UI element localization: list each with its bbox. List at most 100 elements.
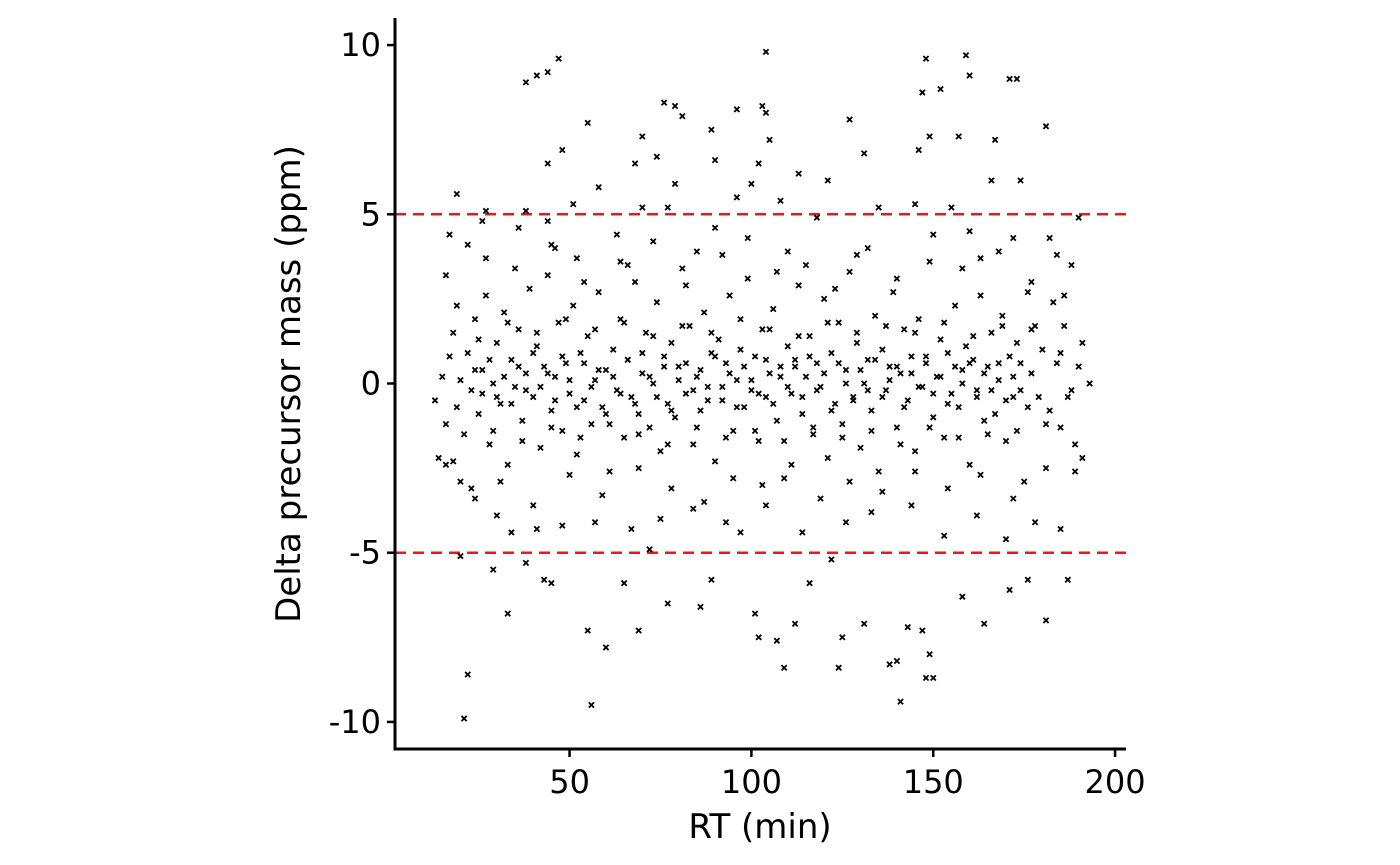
data-points	[431, 48, 1093, 722]
data-point	[475, 336, 482, 343]
data-point	[606, 420, 613, 428]
data-point	[580, 278, 588, 286]
data-point	[970, 332, 977, 340]
data-point	[540, 576, 548, 584]
data-point	[897, 698, 904, 705]
data-point	[544, 271, 551, 279]
data-point	[522, 79, 530, 86]
data-point	[864, 356, 872, 364]
data-point	[1024, 576, 1032, 584]
data-point	[508, 529, 515, 536]
data-point	[551, 373, 559, 380]
data-point	[689, 387, 697, 394]
data-point	[1086, 380, 1093, 387]
data-point	[1024, 288, 1032, 296]
data-point	[533, 72, 541, 79]
data-point	[988, 177, 995, 184]
data-point	[566, 390, 573, 397]
y-tick-label: -10	[329, 703, 381, 741]
data-point	[806, 332, 813, 340]
data-point	[489, 380, 497, 387]
data-point	[1013, 427, 1021, 435]
data-point	[511, 383, 519, 391]
data-point	[806, 579, 813, 587]
data-point	[566, 376, 573, 384]
data-point	[591, 376, 599, 384]
data-point	[460, 715, 468, 722]
data-point	[926, 651, 933, 658]
data-point	[639, 370, 646, 377]
data-point	[726, 370, 733, 377]
data-point	[1064, 393, 1072, 401]
data-point	[744, 234, 752, 242]
data-point	[1010, 373, 1017, 380]
data-point	[551, 397, 559, 404]
data-point	[944, 400, 952, 408]
data-point	[948, 204, 955, 211]
data-point	[937, 85, 944, 93]
data-point	[1079, 454, 1086, 462]
data-point	[926, 133, 933, 140]
data-point	[784, 248, 792, 255]
data-point	[1028, 370, 1035, 377]
data-point	[457, 376, 464, 384]
data-point	[544, 217, 551, 225]
data-point	[740, 403, 748, 411]
data-point	[653, 153, 661, 160]
data-point	[1024, 403, 1032, 411]
data-point	[631, 160, 639, 167]
data-point	[515, 326, 522, 333]
data-point	[559, 522, 566, 529]
data-point	[759, 481, 766, 489]
data-point	[875, 204, 882, 211]
data-point	[809, 424, 817, 431]
data-point	[595, 183, 602, 191]
data-point	[795, 282, 802, 289]
data-point	[864, 244, 872, 252]
data-point	[599, 403, 606, 411]
data-point	[733, 403, 741, 411]
data-point	[915, 146, 922, 154]
data-point	[977, 292, 984, 299]
data-point	[548, 407, 555, 414]
data-point	[468, 387, 475, 394]
data-point	[668, 485, 675, 492]
data-point	[591, 519, 599, 526]
data-point	[1039, 346, 1046, 353]
data-point	[719, 397, 726, 404]
data-point	[475, 410, 482, 418]
data-point	[482, 255, 490, 262]
data-point	[959, 380, 966, 387]
data-point	[508, 356, 515, 364]
data-point	[722, 519, 730, 526]
data-point	[464, 349, 471, 357]
data-point	[609, 346, 617, 353]
data-point	[580, 359, 588, 367]
data-point	[966, 227, 973, 235]
data-point	[890, 288, 897, 296]
data-point	[1006, 353, 1013, 360]
data-point	[966, 359, 973, 367]
data-point	[824, 319, 832, 326]
data-point	[1002, 397, 1010, 404]
data-point	[446, 231, 453, 238]
data-point	[780, 475, 788, 482]
data-point	[569, 200, 577, 208]
data-point	[446, 353, 453, 360]
data-point	[457, 478, 464, 485]
data-point	[766, 136, 773, 144]
data-point	[737, 529, 744, 536]
data-point	[973, 387, 981, 394]
data-point	[922, 353, 930, 360]
data-point	[908, 370, 915, 377]
data-point	[911, 447, 919, 455]
data-point	[930, 390, 937, 397]
data-point	[919, 89, 926, 96]
data-point	[569, 302, 577, 309]
data-point	[620, 319, 628, 326]
data-point	[1068, 261, 1075, 269]
data-point	[584, 627, 591, 634]
data-point	[762, 109, 770, 116]
data-point	[980, 370, 988, 377]
data-point	[853, 251, 861, 259]
